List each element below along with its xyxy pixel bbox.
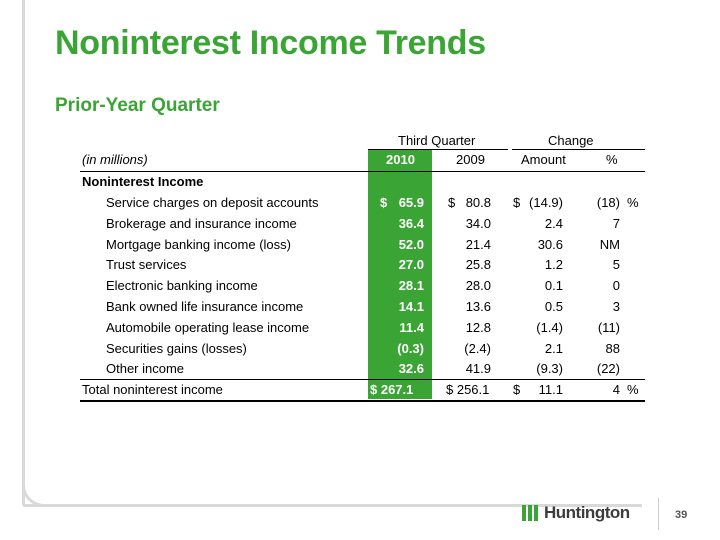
row-change-amount: 2.1 (544, 341, 563, 356)
row-2010-currency: $ (380, 195, 388, 210)
footer-divider (658, 498, 659, 530)
row-change-amount: 0.1 (544, 278, 563, 293)
page-number: 39 (675, 509, 688, 521)
row-change-pct: 0 (612, 278, 620, 293)
row-label: Brokerage and insurance income (106, 216, 297, 231)
row-change-pct: 7 (612, 216, 620, 231)
logo-text: Huntington (544, 503, 630, 522)
row-value-2009: 13.6 (465, 299, 491, 314)
logo-mark-icon (522, 505, 538, 521)
col-header-2010: 2010 (386, 152, 415, 167)
header-rule (80, 171, 645, 172)
row-label: Other income (106, 361, 185, 376)
table-row: Other income 32.6 41.9 (9.3) (22) (80, 359, 645, 379)
slide-frame-corner (22, 480, 52, 507)
total-2009: $ 256.1 (446, 382, 490, 397)
total-row: Total noninterest income $ 267.1 $ 256.1… (80, 380, 645, 400)
row-value-2009: 80.8 (465, 195, 491, 210)
table-row: Bank owned life insurance income 14.1 13.6… (80, 297, 645, 317)
page-subtitle: Prior-Year Quarter (55, 95, 220, 116)
table-row: Service charges on deposit accounts $ $ $% 6… (80, 193, 645, 213)
group-change: Change (548, 133, 594, 148)
slide-frame-left (22, 0, 25, 505)
rule-change (512, 149, 645, 150)
table-group-header: Third Quarter Change (80, 130, 645, 150)
row-change-pct: 5 (612, 257, 620, 272)
row-change-pct: (18) (596, 195, 620, 210)
row-label: Service charges on deposit accounts (106, 195, 319, 210)
row-value-2009: 21.4 (465, 237, 491, 252)
row-change-amount: (9.3) (536, 361, 563, 376)
rule-third-quarter (368, 149, 508, 150)
row-value-2010: 52.0 (398, 237, 424, 252)
slide-frame-bottom (22, 504, 642, 507)
table-row: Securities gains (losses) (0.3) (2.4) 2.1 88 (80, 339, 645, 359)
row-change-pct: 88 (605, 341, 620, 356)
row-value-2009: (2.4) (464, 341, 491, 356)
table-column-header: (in millions) 2010 2009 Amount % (80, 150, 645, 170)
row-value-2010: 36.4 (398, 216, 424, 231)
huntington-logo: Huntington (522, 503, 630, 523)
row-value-2010: 28.1 (398, 278, 424, 293)
row-change-amount: (1.4) (536, 320, 563, 335)
row-label: Bank owned life insurance income (106, 299, 304, 314)
total-rule-bottom (80, 400, 645, 402)
row-change-amount: 30.6 (537, 237, 563, 252)
total-rule-top (80, 379, 645, 380)
row-change-amount: 2.4 (544, 216, 563, 231)
row-label: Electronic banking income (106, 278, 258, 293)
row-label: Mortgage banking income (loss) (106, 237, 291, 252)
row-value-2010: (0.3) (397, 341, 424, 356)
table-row: Brokerage and insurance income 36.4 34.0 2.… (80, 214, 645, 234)
row-change-amount: 1.2 (544, 257, 563, 272)
row-2009-currency: $ (448, 195, 456, 210)
table-row: Trust services 27.0 25.8 1.2 5 (80, 255, 645, 275)
row-value-2009: 28.0 (465, 278, 491, 293)
row-pct-symbol: % (627, 195, 639, 210)
highlight-column-2010 (368, 150, 432, 399)
row-change-pct: (11) (597, 320, 620, 335)
row-value-2009: 41.9 (465, 361, 491, 376)
row-label: Automobile operating lease income (106, 320, 310, 335)
total-amount: 11.1 (538, 382, 563, 397)
row-change-pct: 3 (612, 299, 620, 314)
total-amount-currency: $ (513, 382, 521, 397)
row-value-2010: 65.9 (398, 195, 424, 210)
total-pct: 4 (612, 382, 620, 397)
page-title: Noninterest Income Trends (55, 24, 486, 62)
table-row: Mortgage banking income (loss) 52.0 21.4 30… (80, 235, 645, 255)
row-value-2009: 12.8 (465, 320, 491, 335)
col-header-amount: Amount (521, 152, 566, 167)
row-change-pct: (22) (596, 361, 620, 376)
total-2010: $ 267.1 (370, 382, 414, 397)
col-header-pct: % (606, 152, 618, 167)
total-label: Total noninterest income (82, 382, 223, 397)
section-row: Noninterest Income (80, 172, 645, 192)
table-row: Electronic banking income 28.1 28.0 0.1 0 (80, 276, 645, 296)
row-change-pct: NM (599, 237, 620, 252)
group-third-quarter: Third Quarter (398, 133, 476, 148)
section-label: Noninterest Income (82, 174, 204, 189)
row-value-2010: 11.4 (399, 320, 424, 335)
row-change-amount: 0.5 (544, 299, 563, 314)
total-pct-symbol: % (627, 382, 639, 397)
col-header-2009: 2009 (456, 152, 485, 167)
row-value-2010: 14.1 (398, 299, 424, 314)
row-value-2010: 27.0 (398, 257, 424, 272)
table-row: Automobile operating lease income 11.4 12.… (80, 318, 645, 338)
row-change-amount: (14.9) (529, 195, 563, 210)
row-value-2009: 34.0 (465, 216, 491, 231)
row-label: Securities gains (losses) (106, 341, 247, 356)
row-value-2009: 25.8 (465, 257, 491, 272)
units-label: (in millions) (82, 152, 148, 167)
row-label: Trust services (106, 257, 187, 272)
row-amount-currency: $ (513, 195, 521, 210)
row-value-2010: 32.6 (398, 361, 424, 376)
